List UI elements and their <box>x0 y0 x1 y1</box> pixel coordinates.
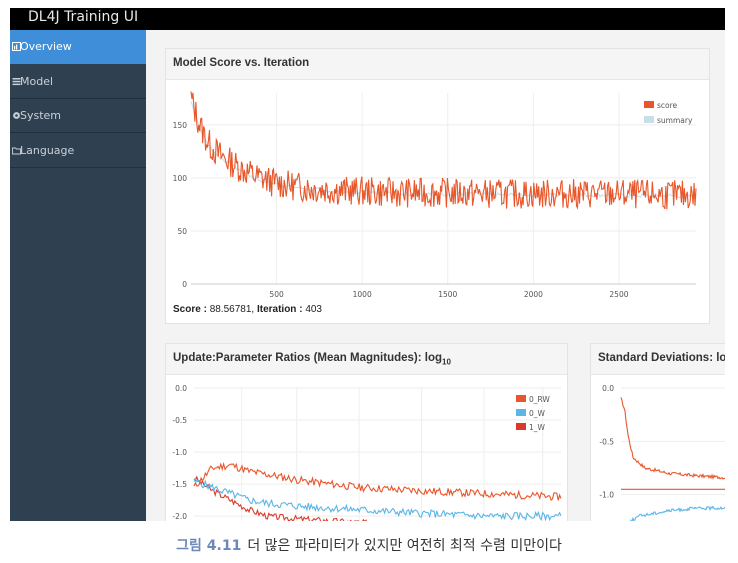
app-title: DL4J Training UI <box>28 9 139 25</box>
iteration-value: 403 <box>305 304 322 315</box>
legend-label: 1_W <box>529 423 546 432</box>
sidebar-item-model[interactable]: Model <box>10 65 146 99</box>
sidebar-item-label: Language <box>20 144 75 157</box>
legend-label: 0_RW <box>529 395 550 404</box>
top-bar: DL4J Training UI <box>10 8 725 30</box>
legend-label: 0_W <box>529 409 546 418</box>
sidebar-item-label: Model <box>20 75 54 88</box>
legend-swatch <box>644 101 654 108</box>
series-line-0_rw <box>193 461 562 502</box>
panel-title-sub: 10 <box>442 357 451 367</box>
model-score-chart: 500 1000 1500 2000 2500 0 50 100 150 score summary <box>173 91 697 299</box>
legend-swatch <box>644 116 654 123</box>
param-ratios-panel: Update:Parameter Ratios (Mean Magnitudes… <box>165 343 568 521</box>
y-tick-label: 0.0 <box>175 384 187 393</box>
score-value: 88.56781 <box>209 304 252 315</box>
legend-swatch <box>516 395 526 402</box>
iteration-label: Iteration : <box>256 304 303 315</box>
figure-caption: 그림 4.11 더 많은 파라미터가 있지만 여전히 최적 수렴 미만이다 <box>0 535 738 555</box>
sidebar-item-system[interactable]: System <box>10 99 146 133</box>
panel-header: Standard Deviations: lo <box>591 344 725 375</box>
y-tick-label: -0.5 <box>172 416 187 425</box>
legend-swatch <box>516 409 526 416</box>
legend-label: summary <box>657 116 693 125</box>
series-line-1_w <box>193 475 418 521</box>
panel-header: Model Score vs. Iteration <box>166 49 709 80</box>
language-icon <box>12 147 21 155</box>
y-tick-label: 50 <box>177 227 187 236</box>
y-tick-label: 150 <box>173 121 188 130</box>
score-label: Score : <box>173 304 207 315</box>
std-dev-chart: 0.0 -0.5 -1.0 <box>599 384 725 521</box>
sidebar-item-label: Overview <box>20 40 72 53</box>
legend-label: score <box>657 101 678 110</box>
panel-header: Update:Parameter Ratios (Mean Magnitudes… <box>166 344 567 375</box>
y-tick-label: 100 <box>173 174 188 183</box>
series-line-unnamed <box>630 505 725 521</box>
system-icon <box>13 112 20 119</box>
series-line-unnamed <box>620 397 725 481</box>
training-ui-window: DL4J Training UI Overview Model System <box>10 8 725 521</box>
y-tick-label: -0.5 <box>599 437 614 446</box>
y-tick-label: 0.0 <box>602 384 614 393</box>
score-readout: Score : 88.56781, Iteration : 403 <box>173 304 322 315</box>
y-tick-label: -1.0 <box>599 491 614 500</box>
x-tick-label: 500 <box>269 290 284 299</box>
overview-icon <box>12 42 21 51</box>
x-tick-label: 2500 <box>609 290 628 299</box>
panel-title: Standard Deviations: lo <box>598 352 725 364</box>
y-tick-label: 0 <box>182 280 187 289</box>
series-line-0_w <box>193 477 562 521</box>
panel-title: Update:Parameter Ratios (Mean Magnitudes… <box>173 352 451 366</box>
x-tick-label: 2000 <box>524 290 543 299</box>
y-tick-label: -1.5 <box>172 480 187 489</box>
panel-title: Model Score vs. Iteration <box>173 57 310 69</box>
y-tick-label: -1.0 <box>172 448 187 457</box>
model-score-panel: Model Score vs. Iteration 500 1000 1500 200… <box>165 48 710 324</box>
figure-number: 그림 4.11 <box>176 538 242 554</box>
sidebar-item-language[interactable]: Language <box>10 134 146 168</box>
sidebar-item-label: System <box>20 109 62 122</box>
model-icon <box>12 78 21 86</box>
x-tick-label: 1500 <box>438 290 457 299</box>
panel-title-main: Update:Parameter Ratios (Mean Magnitudes… <box>173 352 443 364</box>
y-tick-label: -2.0 <box>172 512 187 521</box>
std-dev-panel: Standard Deviations: lo 0.0 -0.5 -1.0 <box>590 343 725 521</box>
param-ratios-chart: 0.0 -0.5 -1.0 -1.5 -2.0 0_RW 0_W 1_W <box>172 384 562 521</box>
sidebar-item-overview[interactable]: Overview <box>10 30 146 64</box>
series-line-score <box>190 91 697 210</box>
legend-swatch <box>516 423 526 430</box>
x-tick-label: 1000 <box>353 290 372 299</box>
sidebar: Overview Model System Language <box>10 30 146 521</box>
caption-text: 더 많은 파라미터가 있지만 여전히 최적 수렴 미만이다 <box>247 538 562 554</box>
